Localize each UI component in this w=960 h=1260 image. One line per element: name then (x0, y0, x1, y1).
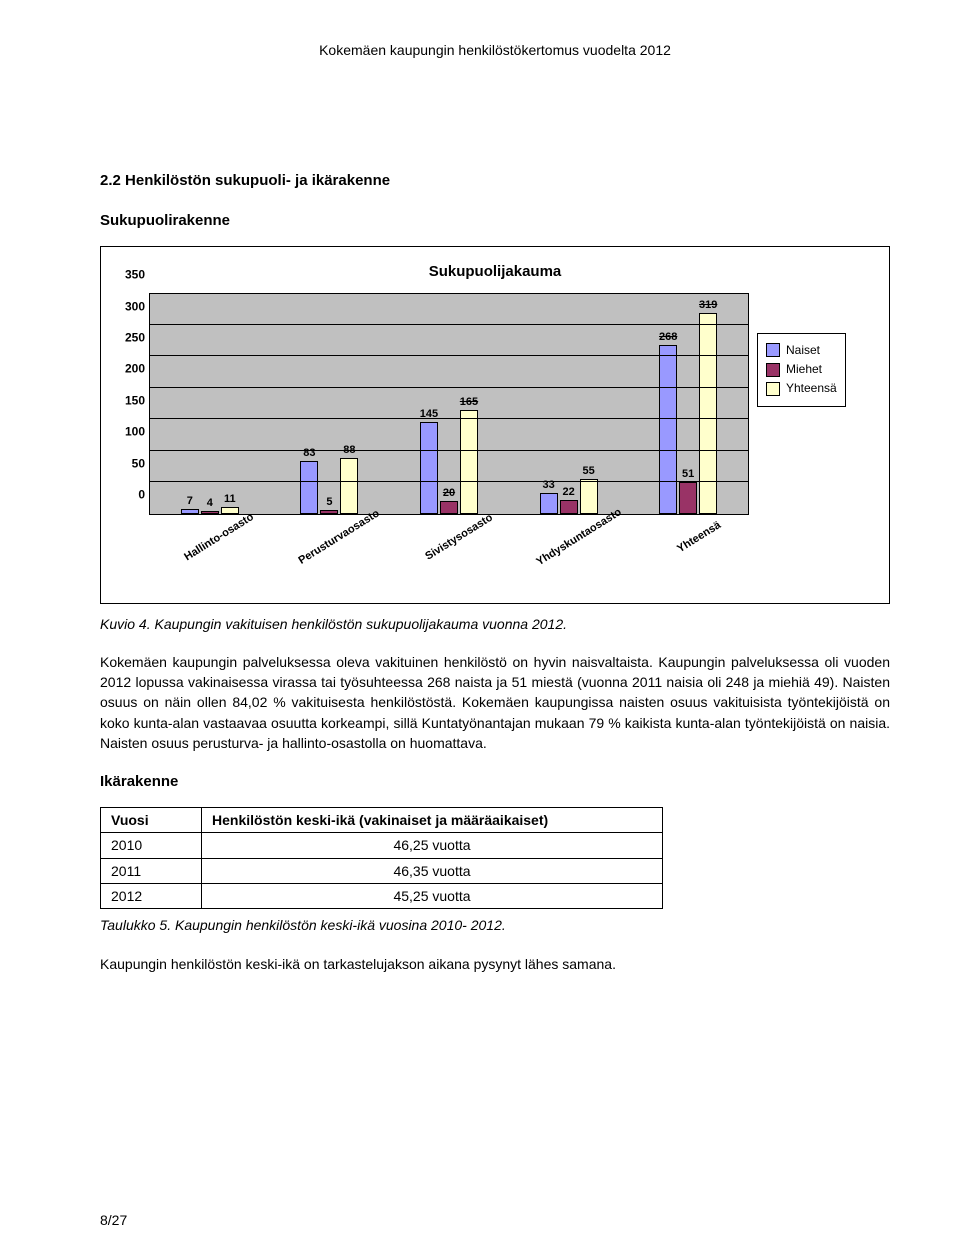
ytick-label: 150 (125, 392, 145, 409)
bar-value-label: 5 (326, 495, 332, 511)
table-header: Henkilöstön keski-ikä (vakinaiset ja mää… (202, 808, 663, 833)
ytick-label: 300 (125, 298, 145, 315)
legend-label: Naiset (786, 342, 820, 359)
age-table: VuosiHenkilöstön keski-ikä (vakinaiset j… (100, 807, 663, 909)
ytick-label: 250 (125, 329, 145, 346)
bar: 7 (181, 509, 199, 513)
table-cell: 2010 (101, 833, 202, 858)
table-row: 201146,35 vuotta (101, 858, 663, 883)
bar: 4 (201, 511, 219, 514)
bar: 268 (659, 345, 677, 513)
legend-item: Yhteensä (766, 380, 837, 397)
bar: 20 (440, 501, 458, 514)
legend-swatch (766, 382, 780, 396)
page-number: 8/27 (100, 1210, 127, 1230)
page-header: Kokemäen kaupungin henkilöstökertomus vu… (100, 40, 890, 60)
table-cell: 2012 (101, 883, 202, 908)
bar: 165 (460, 410, 478, 514)
chart-title: Sukupuolijakauma (113, 261, 877, 283)
legend-swatch (766, 363, 780, 377)
ytick-label: 100 (125, 424, 145, 441)
bar-value-label: 88 (343, 443, 355, 459)
ytick-label: 200 (125, 361, 145, 378)
bar: 145 (420, 422, 438, 513)
chart-plot: 7411835881452016533225526851319 (149, 293, 749, 515)
bar-value-label: 7 (187, 494, 193, 510)
body-paragraph-1: Kokemäen kaupungin palveluksessa oleva v… (100, 652, 890, 753)
ytick-label: 50 (132, 455, 145, 472)
bar: 22 (560, 500, 578, 514)
table-cell: 46,25 vuotta (202, 833, 663, 858)
bar-value-label: 22 (562, 485, 574, 501)
body-paragraph-2: Kaupungin henkilöstön keski-ikä on tarka… (100, 954, 890, 974)
table-cell: 46,35 vuotta (202, 858, 663, 883)
table-cell: 2011 (101, 858, 202, 883)
table-caption: Taulukko 5. Kaupungin henkilöstön keski-… (100, 915, 890, 935)
bar: 51 (679, 482, 697, 514)
table-row: 201046,25 vuotta (101, 833, 663, 858)
chart-caption: Kuvio 4. Kaupungin vakituisen henkilöstö… (100, 614, 890, 634)
legend-label: Yhteensä (786, 380, 837, 397)
sub-heading-gender: Sukupuolirakenne (100, 210, 890, 232)
legend-item: Miehet (766, 361, 837, 378)
ytick-label: 350 (125, 266, 145, 283)
bar-value-label: 55 (582, 464, 594, 480)
bar-group: 26851319 (628, 313, 748, 514)
table-row: 201245,25 vuotta (101, 883, 663, 908)
legend-item: Naiset (766, 342, 837, 359)
bar-value-label: 145 (420, 407, 438, 423)
bar: 83 (300, 461, 318, 513)
bar: 319 (699, 313, 717, 514)
chart-yaxis: 050100150200250300350 (113, 293, 149, 513)
chart-xaxis: Hallinto-osastoPerusturvaosastoSivistyso… (149, 521, 749, 593)
table-cell: 45,25 vuotta (202, 883, 663, 908)
gender-chart: Sukupuolijakauma 0 50 100 150 200 250 300 350 7… (100, 246, 890, 604)
legend-swatch (766, 343, 780, 357)
bar-value-label: 51 (682, 467, 694, 483)
bar-value-label: 4 (207, 496, 213, 512)
legend-label: Miehet (786, 361, 822, 378)
section-heading: 2.2 Henkilöstön sukupuoli- ja ikärakenne (100, 170, 890, 192)
bar-value-label: 319 (699, 298, 717, 314)
bar: 33 (540, 493, 558, 514)
bar-value-label: 165 (460, 395, 478, 411)
ytick-label: 0 (138, 486, 145, 503)
bar-value-label: 20 (443, 486, 455, 502)
sub-heading-age: Ikärakenne (100, 771, 890, 793)
bar: 5 (320, 510, 338, 513)
bar-value-label: 268 (659, 330, 677, 346)
table-header: Vuosi (101, 808, 202, 833)
